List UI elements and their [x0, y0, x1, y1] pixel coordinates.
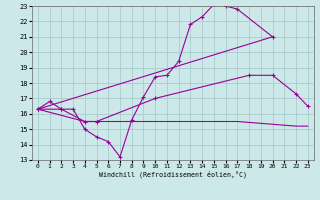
- X-axis label: Windchill (Refroidissement éolien,°C): Windchill (Refroidissement éolien,°C): [99, 171, 247, 178]
